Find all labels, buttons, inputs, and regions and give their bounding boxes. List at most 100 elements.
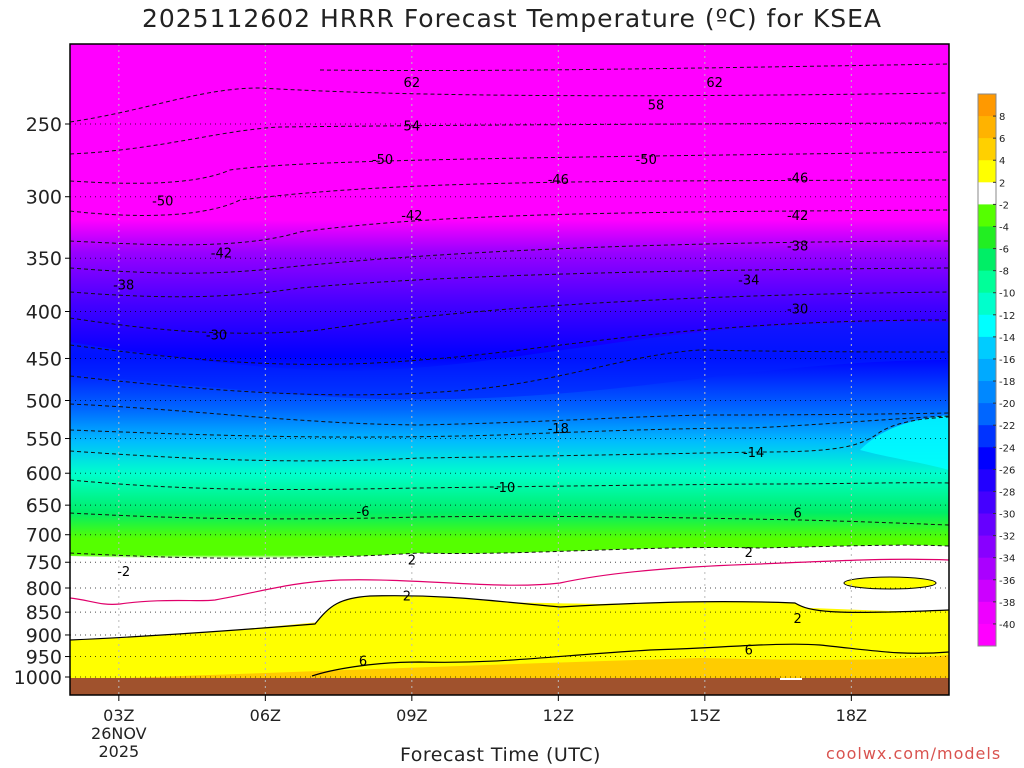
contour-lines (69, 63, 950, 559)
contour-label-13: -38 (787, 239, 808, 254)
contour-10 (69, 479, 950, 491)
contour-16 (69, 415, 950, 438)
x-tick-sublabel-0: 26NOV (91, 724, 147, 743)
contour-label-28: 6 (745, 643, 753, 658)
contour-label-19: -10 (494, 481, 515, 496)
contour-54 (69, 122, 950, 155)
contour-label-17: -18 (548, 422, 569, 437)
colorbar-label-17: -28 (999, 487, 1015, 498)
grid-lines (70, 44, 949, 695)
contour-label-9: -42 (211, 246, 232, 261)
colorbar-label-19: -32 (999, 532, 1015, 543)
contour-label-21: 6 (793, 506, 801, 521)
y-tick-label-800: 800 (26, 578, 62, 600)
colorbar-label-22: -38 (999, 598, 1015, 609)
contour-6-line (311, 643, 950, 677)
contour-label-27: 6 (359, 654, 367, 669)
contour-label-5: -50 (372, 153, 393, 168)
colorbar-swatch-12 (978, 358, 996, 382)
contour-30 (69, 291, 950, 334)
colorbar-swatch-15 (978, 425, 996, 448)
colorbar-swatch-24 (978, 623, 996, 647)
contour-label-10: -42 (401, 209, 422, 224)
x-tick-label-06Z: 06Z (250, 706, 281, 725)
contour-0-line (69, 558, 950, 605)
y-tick-label-600: 600 (26, 463, 62, 485)
colorbar-swatch-4 (978, 182, 996, 205)
y-tick-label-500: 500 (26, 391, 62, 413)
contour-46 (69, 179, 950, 216)
colorbar-label-1: 6 (999, 134, 1005, 145)
y-tick-label-650: 650 (26, 495, 62, 517)
contour-label-3: 54 (404, 120, 421, 135)
colorbar-swatch-13 (978, 381, 996, 404)
x-tick-sublabel-1: 2025 (98, 742, 139, 761)
contour-50 (69, 151, 950, 184)
contour-62 (319, 63, 950, 72)
plot-frame (69, 43, 950, 696)
colorbar-swatch-3 (978, 160, 996, 183)
credit-link[interactable]: coolwx.com/models (826, 744, 1002, 763)
y-tick-label-250: 250 (26, 114, 62, 136)
colorbar-label-5: -4 (999, 222, 1009, 233)
colorbar-label-7: -8 (999, 267, 1009, 278)
x-tick-label-12Z: 12Z (543, 706, 574, 725)
colorbar: 8 6 4 2 -2 -4 -6 -8 -10 -12 -14 -16 -18 -20 -22 -24 -26 -… (977, 93, 1015, 647)
y-tick-label-850: 850 (26, 602, 62, 624)
colorbar-swatch-22 (978, 579, 996, 603)
y-tick-label-750: 750 (26, 552, 62, 574)
contour-label-18: -14 (743, 446, 764, 461)
colorbar-label-14: -22 (999, 421, 1015, 432)
contour-label-15: -30 (206, 329, 227, 344)
colorbar-swatch-0 (978, 94, 996, 117)
contour-label-7: -46 (548, 173, 569, 188)
colorbar-swatch-10 (978, 314, 996, 338)
colorbar-label-21: -36 (999, 576, 1015, 587)
y-tick-label-400: 400 (26, 301, 62, 323)
y-tick-label-300: 300 (26, 187, 62, 209)
contour-label-20: -6 (357, 505, 370, 520)
colorbar-swatch-6 (978, 226, 996, 250)
y-tick-label-350: 350 (26, 248, 62, 270)
ground-band (70, 678, 949, 695)
y-tick-label-1000: 1000 (14, 667, 62, 689)
contour-58 (69, 87, 950, 123)
contour-label-11: -42 (787, 209, 808, 224)
contour-label-0: 62 (404, 76, 421, 91)
colorbar-swatch-9 (978, 292, 996, 316)
warm-island (843, 576, 937, 590)
y-tick-label-550: 550 (26, 429, 62, 451)
contour-label-22: -2 (117, 565, 130, 580)
colorbar-swatch-20 (978, 535, 996, 559)
colorbar-label-16: -26 (999, 465, 1015, 476)
contour-m2 (69, 544, 950, 559)
contour-label-12: -38 (113, 279, 134, 294)
colorbar-swatch-18 (978, 491, 996, 515)
contour-label-2: 58 (648, 98, 665, 113)
contour-2-line (69, 595, 950, 641)
colorbar-label-18: -30 (999, 510, 1015, 521)
contour-label-26: 2 (793, 612, 801, 627)
colorbar-label-2: 4 (999, 156, 1005, 167)
x-tick-label-15Z: 15Z (689, 706, 720, 725)
contour-34 (69, 267, 950, 298)
contour-label-1: 62 (706, 76, 723, 91)
contour-label-6: -50 (636, 153, 657, 168)
white-band (70, 545, 949, 640)
colorbar-swatch-7 (978, 248, 996, 272)
colorbar-label-11: -16 (999, 355, 1015, 366)
contour-14 (69, 416, 950, 462)
x-tick-label-03Z: 03Z (103, 706, 134, 725)
colorbar-label-13: -20 (999, 399, 1015, 410)
contour-42 (69, 209, 950, 246)
contour-label-14: -34 (738, 273, 759, 288)
colorbar-swatch-11 (978, 336, 996, 360)
colorbar-label-12: -18 (999, 377, 1015, 388)
colorbar-swatch-19 (978, 513, 996, 537)
colorbar-swatch-1 (978, 116, 996, 139)
y-tick-label-900: 900 (26, 625, 62, 647)
chart-title: 2025112602 HRRR Forecast Temperature (ºC… (141, 4, 883, 33)
x-tick-label-18Z: 18Z (836, 706, 867, 725)
colorbar-label-8: -10 (999, 289, 1015, 300)
